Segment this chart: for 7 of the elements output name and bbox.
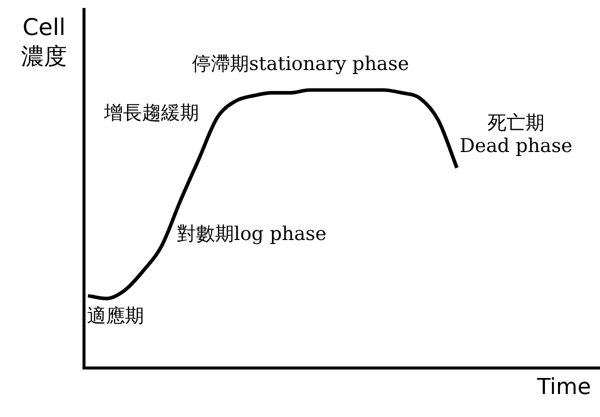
annotation: 對數期log phase [177,223,326,245]
annotation: 增長趨緩期 [104,102,199,124]
annotation: 死亡期 Dead phase [460,112,572,157]
xlabel: Time [537,375,591,400]
annotation: 適應期 [87,305,144,327]
annotation: 停滯期stationary phase [192,53,410,75]
ylabel: Cell 濃度 [21,15,67,70]
